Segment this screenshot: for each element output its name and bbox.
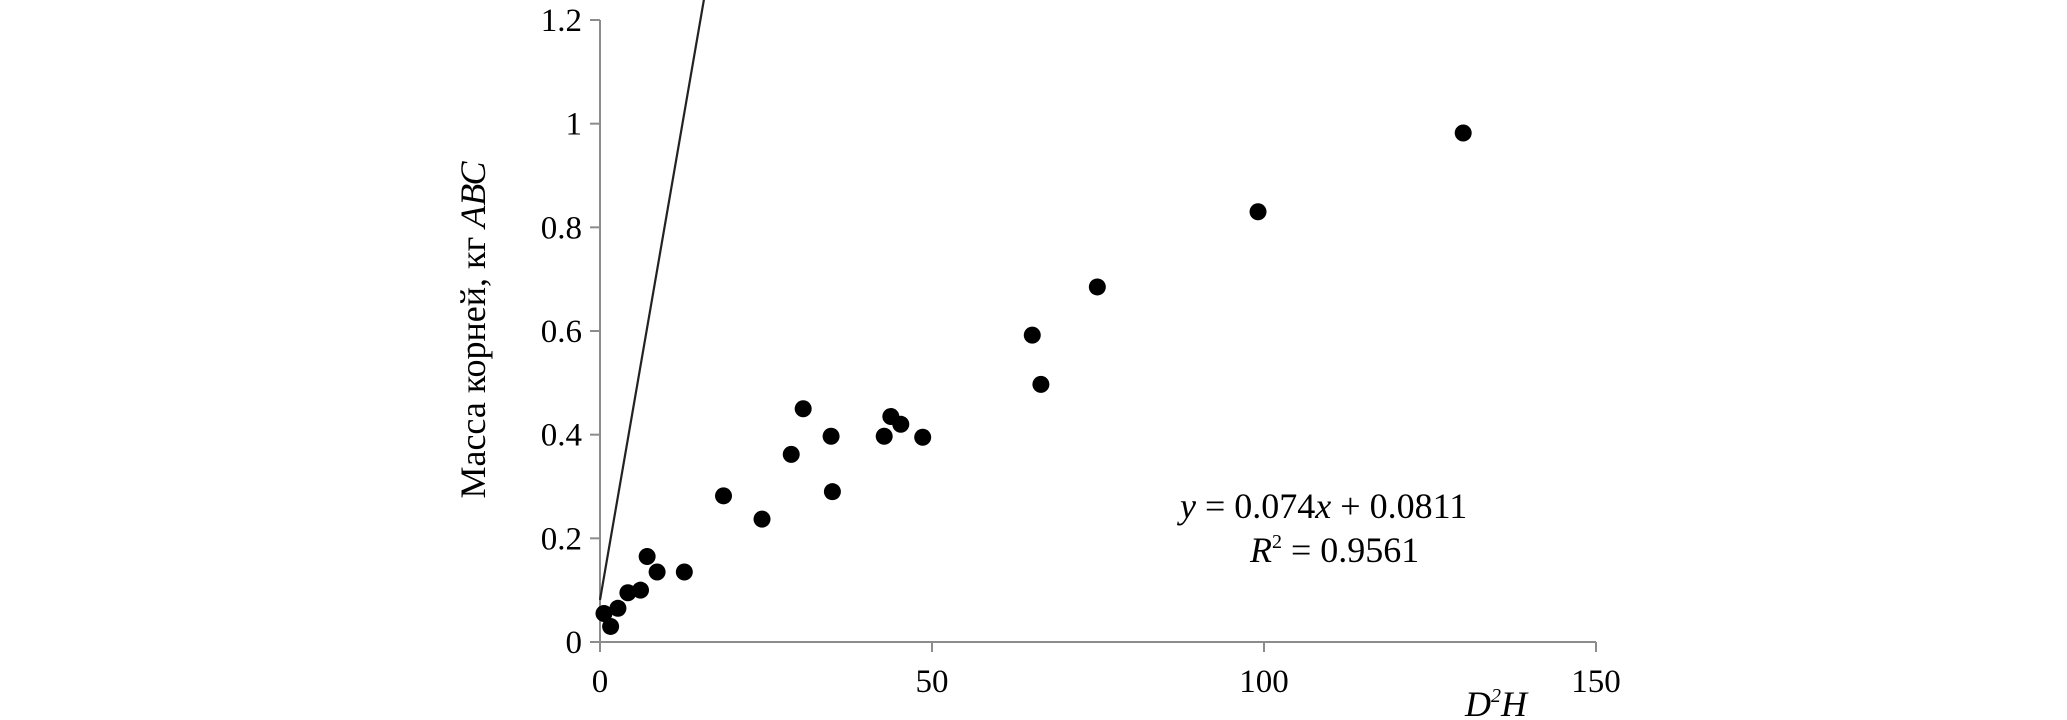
data-point <box>609 599 627 617</box>
axes <box>599 20 1596 643</box>
x-tick-label: 150 <box>1571 664 1621 700</box>
x-axis-title-tail: H <box>1500 684 1529 720</box>
r-squared-tail: = 0.9561 <box>1282 530 1419 570</box>
r-squared-var: R <box>1249 530 1272 570</box>
data-point <box>1032 375 1050 393</box>
x-axis-title: D2H <box>1464 684 1529 720</box>
data-point <box>1023 326 1041 344</box>
data-point <box>794 400 812 418</box>
y-tick-label: 0.2 <box>541 521 582 557</box>
y-tick-label: 1 <box>566 107 583 143</box>
data-point <box>782 445 800 463</box>
data-point <box>715 487 733 505</box>
ticks <box>590 19 1597 652</box>
x-tick-label: 100 <box>1239 664 1289 700</box>
data-point <box>619 584 637 602</box>
data-point <box>602 617 620 635</box>
data-point <box>875 427 893 445</box>
data-point <box>914 428 932 446</box>
y-axis-title-main: Масса корней, кг <box>453 228 493 499</box>
r-squared-sup: 2 <box>1272 531 1282 553</box>
data-point <box>1249 203 1267 221</box>
data-point <box>595 604 613 622</box>
data-points <box>595 124 1472 635</box>
tick-labels: 0 0.2 0.4 0.6 0.8 1 1.2 0 50 100 150 <box>541 3 1621 700</box>
data-point <box>1088 278 1106 296</box>
data-point <box>823 483 841 501</box>
y-tick-label: 1.2 <box>541 3 582 39</box>
equation-middle: = 0.074 <box>1196 486 1315 526</box>
y-tick-label: 0 <box>566 625 583 661</box>
data-point <box>1454 124 1472 142</box>
r-squared-label: R2 = 0.9561 <box>1249 530 1419 570</box>
x-tick-label: 0 <box>592 664 609 700</box>
y-tick-label: 0.4 <box>541 418 582 454</box>
equation-y-var: y <box>1177 486 1196 526</box>
x-tick-label: 50 <box>916 664 949 700</box>
data-point <box>753 510 771 528</box>
y-tick-label: 0.6 <box>541 314 582 350</box>
data-point <box>675 563 693 581</box>
y-axis-title-italic: АВС <box>453 160 493 229</box>
data-point <box>632 581 650 599</box>
equation-x-var: x <box>1314 486 1331 526</box>
equation-tail: + 0.0811 <box>1331 486 1467 526</box>
data-point <box>892 415 910 433</box>
x-axis-title-sup: 2 <box>1491 685 1501 707</box>
y-tick-label: 0.8 <box>541 210 582 246</box>
data-point <box>648 563 666 581</box>
regression-equation: y = 0.074x + 0.0811 <box>1177 486 1467 526</box>
data-point <box>638 547 656 565</box>
y-axis-title: Масса корней, кг АВС <box>453 160 493 498</box>
x-axis-title-main: D <box>1464 684 1491 720</box>
data-point <box>822 427 840 445</box>
